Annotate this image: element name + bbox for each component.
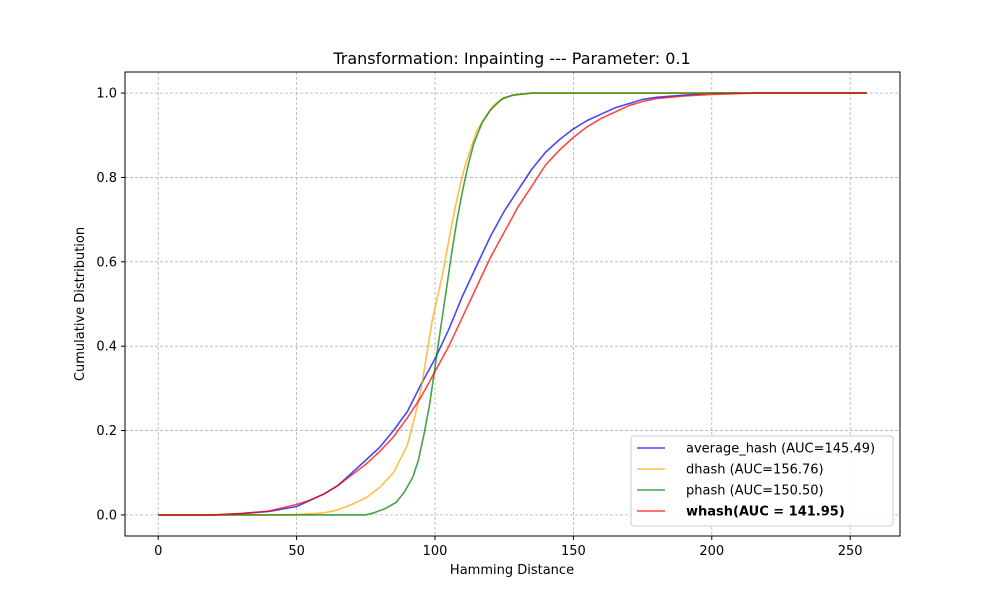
x-tick-label: 50 <box>288 544 305 559</box>
x-tick-label: 200 <box>699 544 724 559</box>
chart-title: Transformation: Inpainting --- Parameter… <box>332 49 690 68</box>
y-tick-label: 0.8 <box>96 171 117 186</box>
plot-frame <box>124 71 901 537</box>
series-line-2 <box>158 92 867 516</box>
axis-ticks: 0 50 100 150 200 250 0.0 0.2 0.4 0.6 0.8 1.0 <box>96 87 862 559</box>
x-tick-label: 250 <box>838 544 863 559</box>
legend: average_hash (AUC=145.49) dhash (AUC=156.… <box>630 435 894 527</box>
legend-entry-1: dhash (AUC=156.76) <box>686 463 824 478</box>
y-tick-label: 0.6 <box>96 255 117 270</box>
y-tick-label: 1.0 <box>96 87 117 102</box>
legend-box <box>630 435 894 527</box>
series-line-3 <box>158 92 867 516</box>
y-axis-label: Cumulative Distribution <box>73 227 88 381</box>
x-axis-label: Hamming Distance <box>450 563 574 578</box>
y-tick-label: 0.0 <box>96 508 117 523</box>
x-tick-label: 100 <box>423 544 448 559</box>
x-tick-label: 150 <box>561 544 586 559</box>
legend-entry-2: phash (AUC=150.50) <box>686 484 824 499</box>
x-tick-label: 0 <box>154 544 162 559</box>
legend-entry-0: average_hash (AUC=145.49) <box>686 442 875 457</box>
y-tick-label: 0.4 <box>96 340 117 355</box>
series-lines <box>158 92 867 516</box>
y-tick-label: 0.2 <box>96 424 117 439</box>
legend-entry-3: whash(AUC = 141.95) <box>686 505 845 520</box>
